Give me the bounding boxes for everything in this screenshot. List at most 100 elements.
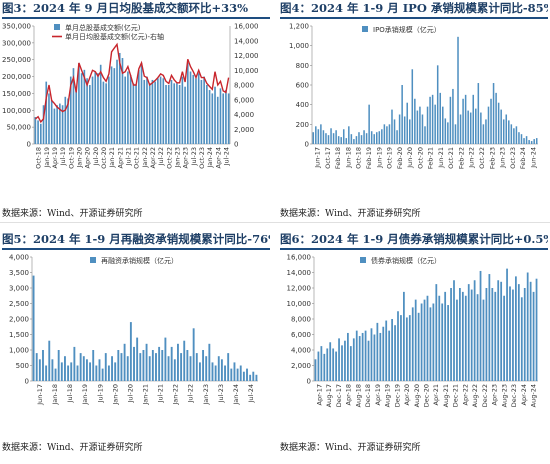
bar — [467, 110, 469, 144]
bar — [352, 338, 355, 381]
bar — [148, 83, 151, 144]
bar — [340, 137, 342, 144]
bar — [118, 52, 121, 144]
bar — [143, 79, 146, 144]
bar — [485, 119, 487, 144]
bar — [382, 326, 385, 381]
x-tick-label: Aug-23 — [500, 384, 508, 407]
bar — [420, 303, 423, 381]
bar — [180, 353, 183, 381]
bar — [176, 83, 178, 144]
x-tick-label: Apr-23 — [182, 147, 190, 168]
bar — [64, 96, 67, 144]
bar — [86, 78, 88, 144]
y2-tick-label: 0 — [234, 141, 238, 149]
bar — [364, 330, 367, 381]
bar — [444, 118, 447, 144]
bar — [133, 346, 135, 381]
bar — [442, 106, 444, 144]
x-tick-label: Jul-23 — [217, 384, 225, 403]
bar — [502, 119, 505, 144]
bar — [348, 126, 350, 144]
bar — [370, 131, 373, 144]
bar — [67, 98, 69, 144]
legend-label: 再融资承销规模（亿元） — [101, 256, 178, 265]
bar — [162, 78, 165, 144]
y2-tick-label: 4,000 — [234, 111, 254, 119]
line-series-daily-turnover — [34, 42, 230, 124]
bar — [92, 350, 95, 381]
bar — [482, 124, 485, 144]
bar — [490, 98, 492, 144]
y-tick-label: 2,500 — [9, 300, 29, 308]
bar — [121, 58, 124, 144]
x-tick-label: Feb-21 — [427, 147, 435, 169]
bar — [124, 76, 127, 144]
bar — [335, 351, 337, 381]
bar — [161, 350, 164, 381]
bar — [64, 356, 66, 381]
y-tick-label: 800 — [296, 62, 309, 70]
bar — [503, 295, 505, 381]
y-tick-label: 150,000 — [2, 90, 31, 98]
legend-label: 单月日均股基成交额(亿元)-右轴 — [65, 32, 164, 41]
y-tick-label: 16,000 — [287, 254, 312, 262]
x-tick-label: Feb-18 — [334, 147, 342, 169]
bar — [332, 133, 335, 144]
bar — [494, 291, 497, 381]
bar — [249, 374, 252, 381]
bar — [408, 315, 411, 381]
bar — [159, 76, 162, 144]
bar — [350, 134, 353, 144]
x-tick-label: Jan-21 — [142, 384, 150, 406]
bar — [167, 85, 170, 144]
bar — [368, 104, 370, 144]
bar — [526, 272, 529, 381]
bar — [183, 340, 186, 381]
bar — [444, 291, 447, 381]
x-tick-label: Jun-18 — [344, 147, 352, 169]
bar — [51, 359, 54, 381]
bar — [104, 353, 107, 381]
bar — [419, 106, 421, 144]
x-tick-label: Jan-19 — [81, 384, 89, 406]
bar — [517, 284, 520, 381]
bar — [447, 122, 449, 144]
bar — [492, 83, 495, 144]
bar — [338, 338, 340, 381]
x-tick-label: Oct-18 — [35, 147, 43, 169]
bar — [435, 284, 438, 381]
bar — [214, 365, 217, 381]
x-tick-label: Apr-19 — [374, 384, 382, 405]
bar — [376, 322, 379, 381]
bar — [326, 348, 329, 381]
y2-tick-label: 10,000 — [234, 67, 259, 75]
bar — [355, 330, 358, 381]
bar — [158, 346, 161, 381]
bar — [513, 128, 515, 144]
y-tick-label: 0 — [305, 141, 309, 149]
bar — [35, 353, 38, 381]
bar — [434, 104, 436, 144]
bar — [239, 365, 242, 381]
bar — [192, 328, 195, 381]
y-tick-label: 300,000 — [2, 39, 31, 47]
bar — [378, 131, 381, 144]
bar — [157, 78, 159, 144]
x-tick-label: Jul-20 — [126, 384, 134, 403]
bar — [99, 64, 102, 144]
bar — [45, 81, 48, 144]
y-tick-label: 14,000 — [287, 269, 312, 277]
bar — [344, 340, 346, 381]
bar — [82, 356, 85, 381]
bar — [457, 36, 459, 144]
bar — [363, 130, 365, 144]
x-tick-label: Oct-21 — [133, 147, 141, 169]
y-tick-label: 12,000 — [287, 285, 312, 293]
bar — [506, 268, 508, 381]
bar — [473, 280, 476, 381]
x-tick-label: Jan-20 — [75, 147, 83, 169]
bar — [365, 133, 368, 144]
bar — [69, 76, 72, 144]
bar — [329, 342, 332, 381]
